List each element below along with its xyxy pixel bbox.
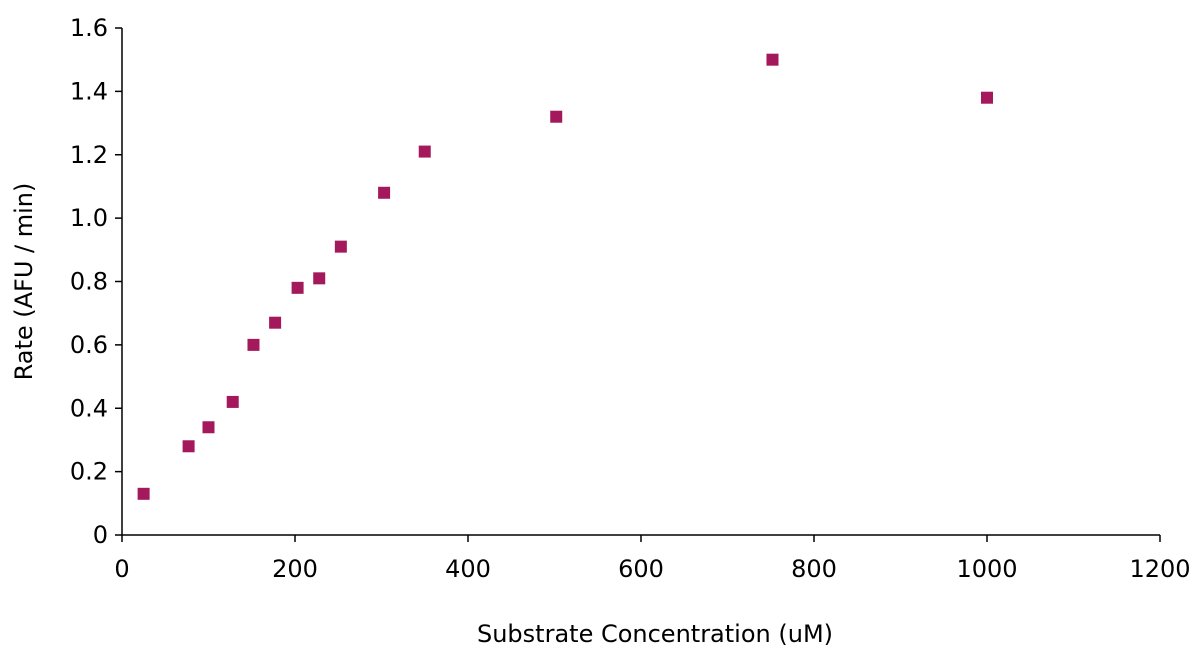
y-tick-label: 0.4 xyxy=(70,394,108,422)
y-tick-label: 0.6 xyxy=(70,331,108,359)
x-tick-label: 1000 xyxy=(956,555,1017,583)
x-tick-label: 200 xyxy=(272,555,318,583)
data-point xyxy=(334,240,347,253)
data-point xyxy=(137,487,150,500)
y-tick-label: 1.4 xyxy=(70,77,108,105)
y-tick-label: 0 xyxy=(93,521,108,549)
data-point xyxy=(291,281,304,294)
data-point xyxy=(766,53,779,66)
y-axis-title: Rate (AFU / min) xyxy=(10,183,38,381)
x-tick-label: 1200 xyxy=(1129,555,1190,583)
data-point xyxy=(247,338,260,351)
data-point xyxy=(550,110,563,123)
data-point xyxy=(182,440,195,453)
x-tick-label: 800 xyxy=(791,555,837,583)
data-point xyxy=(418,145,431,158)
x-tick-label: 400 xyxy=(445,555,491,583)
y-tick-label: 0.8 xyxy=(70,268,108,296)
data-point xyxy=(269,316,282,329)
y-tick-label: 1.2 xyxy=(70,141,108,169)
data-point xyxy=(313,272,326,285)
x-axis-title: Substrate Concentration (uM) xyxy=(477,620,833,648)
data-point xyxy=(378,186,391,199)
y-tick-label: 1.6 xyxy=(70,14,108,42)
x-tick-label: 600 xyxy=(618,555,664,583)
y-tick-label: 0.2 xyxy=(70,458,108,486)
x-axis-ticks: 0 200 400 600 800 1000 1200 xyxy=(114,535,1191,583)
y-tick-label: 1.0 xyxy=(70,204,108,232)
data-points xyxy=(137,53,993,500)
x-tick-label: 0 xyxy=(114,555,129,583)
data-point xyxy=(226,395,239,408)
data-point xyxy=(981,91,993,104)
data-point xyxy=(202,421,215,434)
y-axis-ticks: 0 0.2 0.4 0.6 0.8 1.0 1.2 1.4 1.6 xyxy=(70,14,122,549)
